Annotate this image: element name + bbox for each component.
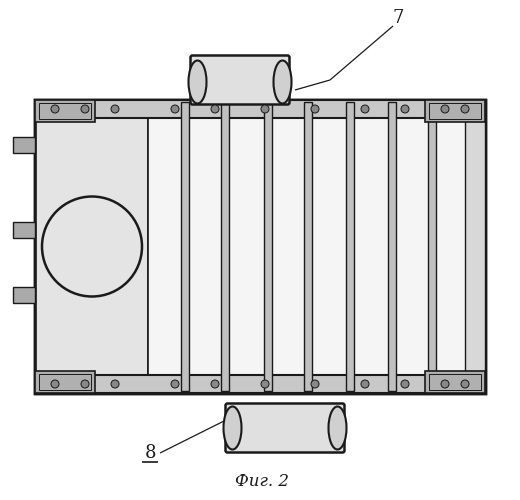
Bar — [35, 100, 485, 393]
Circle shape — [441, 105, 449, 113]
Bar — [39, 374, 91, 390]
Text: 8: 8 — [144, 444, 156, 462]
Circle shape — [461, 105, 469, 113]
Bar — [35, 100, 485, 393]
Bar — [221, 102, 229, 391]
Circle shape — [211, 380, 219, 388]
FancyBboxPatch shape — [226, 404, 345, 452]
Bar — [36, 101, 148, 392]
Bar — [13, 137, 35, 153]
Circle shape — [311, 105, 319, 113]
Circle shape — [111, 105, 119, 113]
Bar — [425, 100, 485, 122]
Circle shape — [401, 380, 409, 388]
Circle shape — [81, 105, 89, 113]
Circle shape — [81, 380, 89, 388]
Bar — [35, 100, 95, 122]
Bar — [35, 375, 485, 393]
Circle shape — [171, 105, 179, 113]
Bar — [429, 374, 481, 390]
Bar — [13, 222, 35, 238]
Circle shape — [361, 380, 369, 388]
Bar — [304, 102, 312, 391]
Bar — [388, 102, 396, 391]
Bar — [35, 100, 485, 118]
Circle shape — [51, 105, 59, 113]
Circle shape — [51, 380, 59, 388]
Bar — [35, 371, 95, 393]
Circle shape — [461, 380, 469, 388]
Circle shape — [441, 380, 449, 388]
Bar — [148, 102, 483, 391]
Bar — [429, 103, 481, 119]
Circle shape — [171, 380, 179, 388]
Bar — [39, 103, 91, 119]
Circle shape — [261, 380, 269, 388]
Bar — [346, 102, 354, 391]
Ellipse shape — [329, 406, 346, 450]
Ellipse shape — [274, 60, 292, 104]
Circle shape — [361, 105, 369, 113]
Text: 7: 7 — [392, 9, 404, 27]
Bar — [425, 371, 485, 393]
Circle shape — [111, 380, 119, 388]
Circle shape — [261, 105, 269, 113]
Text: Фиг. 2: Фиг. 2 — [235, 472, 289, 490]
Bar — [13, 287, 35, 303]
Circle shape — [211, 105, 219, 113]
Bar — [428, 102, 436, 391]
FancyBboxPatch shape — [190, 56, 290, 104]
Bar — [264, 102, 272, 391]
Ellipse shape — [224, 406, 241, 450]
Circle shape — [311, 380, 319, 388]
Bar — [465, 102, 485, 391]
Bar — [181, 102, 189, 391]
Circle shape — [401, 105, 409, 113]
Ellipse shape — [189, 60, 206, 104]
